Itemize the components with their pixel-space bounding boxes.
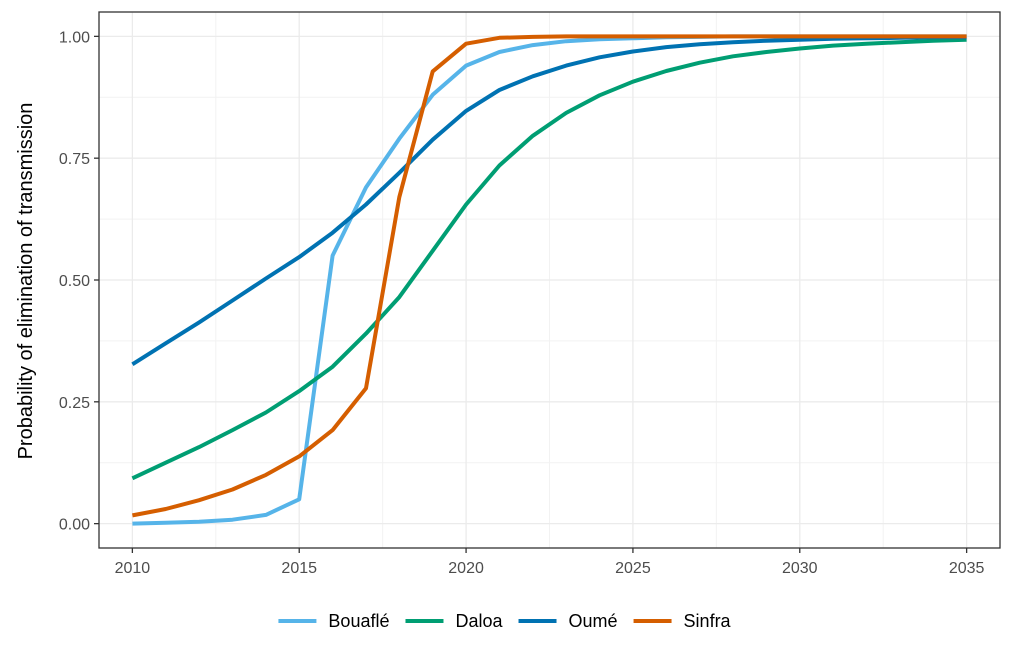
series-line-daloa xyxy=(131,37,967,481)
y-tick-label: 0.25 xyxy=(59,395,90,412)
x-tick-label: 2030 xyxy=(782,560,818,577)
series-lines xyxy=(131,34,967,526)
legend-label: Bouaflé xyxy=(328,611,389,631)
legend-label: Sinfra xyxy=(684,611,732,631)
series-line-oume xyxy=(131,35,967,366)
x-tick-label: 2015 xyxy=(281,560,317,577)
series-line-sinfra xyxy=(132,34,967,518)
y-tick-label: 0.50 xyxy=(59,273,90,290)
x-tick-label: 2035 xyxy=(949,560,985,577)
legend-label: Daloa xyxy=(455,611,503,631)
x-axis: 2010 2015 2020 2025 2030 2035 xyxy=(115,548,985,577)
y-tick-label: 0.75 xyxy=(59,151,90,168)
y-axis-title: Probability of elimination of transmissi… xyxy=(15,103,37,460)
x-tick-label: 2025 xyxy=(615,560,651,577)
x-tick-label: 2010 xyxy=(115,560,151,577)
legend: Bouaflé Daloa Oumé Sinfra xyxy=(278,611,732,631)
legend-label: Oumé xyxy=(569,611,618,631)
y-axis: 0.00 0.25 0.50 0.75 1.00 xyxy=(59,29,99,534)
y-tick-label: 1.00 xyxy=(59,29,90,46)
x-tick-label: 2020 xyxy=(448,560,484,577)
y-tick-label: 0.00 xyxy=(59,517,90,534)
